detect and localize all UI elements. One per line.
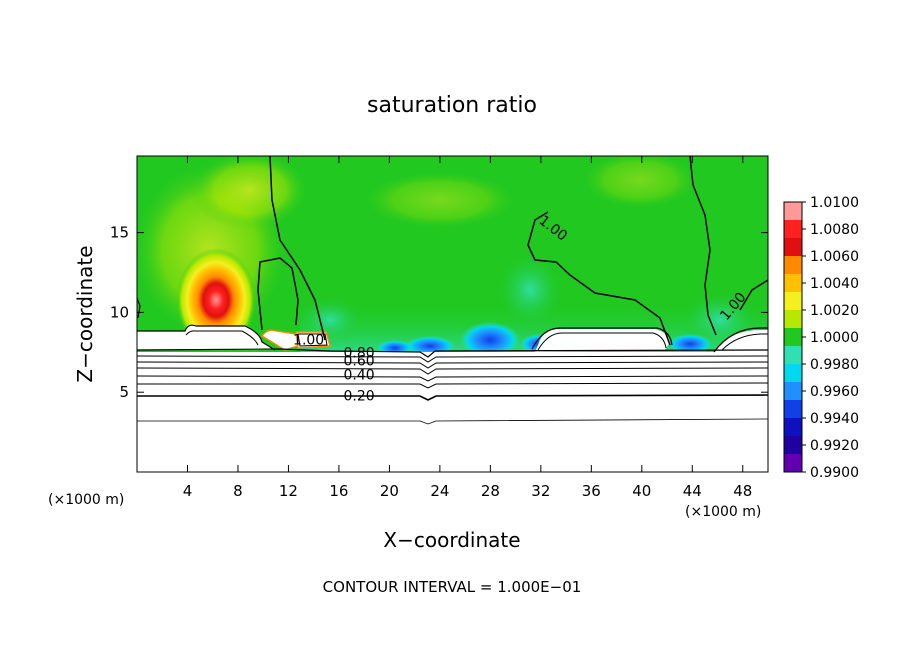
x-tick-label: 28 — [481, 482, 500, 500]
colorbar-tick-label: 0.9960 — [810, 384, 859, 400]
colorbar-tick-label: 1.0100 — [810, 195, 859, 211]
y-axis-label: Z−coordinate — [73, 245, 97, 382]
colorbar-tick-label: 1.0020 — [810, 303, 859, 319]
x-tick-label: 44 — [683, 482, 702, 500]
colorbar-swatch — [784, 454, 802, 473]
colorbar-tick-label: 0.9940 — [810, 411, 859, 427]
x-tick-label: 20 — [380, 482, 399, 500]
contour-label: 0.80 — [344, 345, 375, 361]
contour-interval-note: CONTOUR INTERVAL = 1.000E−01 — [323, 578, 582, 596]
y-tick-label: 10 — [110, 303, 129, 321]
contour-label: 0.20 — [344, 388, 375, 404]
x-tick-label: 24 — [430, 482, 449, 500]
colorbar-swatch — [784, 328, 802, 347]
contour-label: 0.60 — [344, 353, 375, 369]
x-tick-label: 16 — [329, 482, 348, 500]
contour-label: 0.40 — [344, 368, 375, 384]
colorbar-swatch — [784, 202, 802, 221]
x-unit-left: (×1000 m) — [48, 492, 124, 508]
plot-frame — [136, 155, 769, 473]
colorbar-swatch — [784, 364, 802, 383]
colorbar-tick-label: 0.9920 — [810, 438, 859, 454]
x-unit-right: (×1000 m) — [685, 504, 761, 520]
y-tick-label: 5 — [119, 383, 129, 401]
colorbar-swatch — [784, 256, 802, 275]
x-axis-label: X−coordinate — [383, 528, 520, 552]
x-tick-label: 8 — [233, 482, 243, 500]
colorbar-tick-label: 1.0080 — [810, 222, 859, 238]
x-tick-label: 40 — [632, 482, 651, 500]
x-tick-label: 12 — [279, 482, 298, 500]
x-tick-label: 36 — [582, 482, 601, 500]
x-tick-label: 48 — [733, 482, 752, 500]
colorbar-swatch — [784, 346, 802, 365]
contour-label: 1.00 — [293, 333, 324, 349]
colorbar-tick-label: 1.0000 — [810, 330, 859, 346]
saturation-field — [137, 156, 768, 472]
colorbar-tick-label: 0.9900 — [810, 465, 859, 481]
x-tick-label: 4 — [183, 482, 193, 500]
colorbar-tick-label: 1.0040 — [810, 276, 859, 292]
colorbar-swatch — [784, 436, 802, 455]
y-tick-label: 15 — [110, 224, 129, 242]
colorbar-swatch — [784, 382, 802, 401]
colorbar-swatch — [784, 310, 802, 329]
colorbar-swatch — [784, 418, 802, 437]
x-tick-label: 32 — [531, 482, 550, 500]
colorbar-tick-label: 1.0060 — [810, 249, 859, 265]
chart-title: saturation ratio — [367, 93, 537, 118]
colorbar-swatch — [784, 292, 802, 311]
colorbar-tick-label: 0.9980 — [810, 357, 859, 373]
colorbar-swatch — [784, 400, 802, 419]
colorbar: 1.0100 1.0080 1.0060 1.0040 1.0020 1.0000 0.99… — [783, 195, 859, 481]
colorbar-swatch — [784, 220, 802, 239]
colorbar-swatch — [784, 238, 802, 257]
colorbar-swatch — [784, 274, 802, 293]
